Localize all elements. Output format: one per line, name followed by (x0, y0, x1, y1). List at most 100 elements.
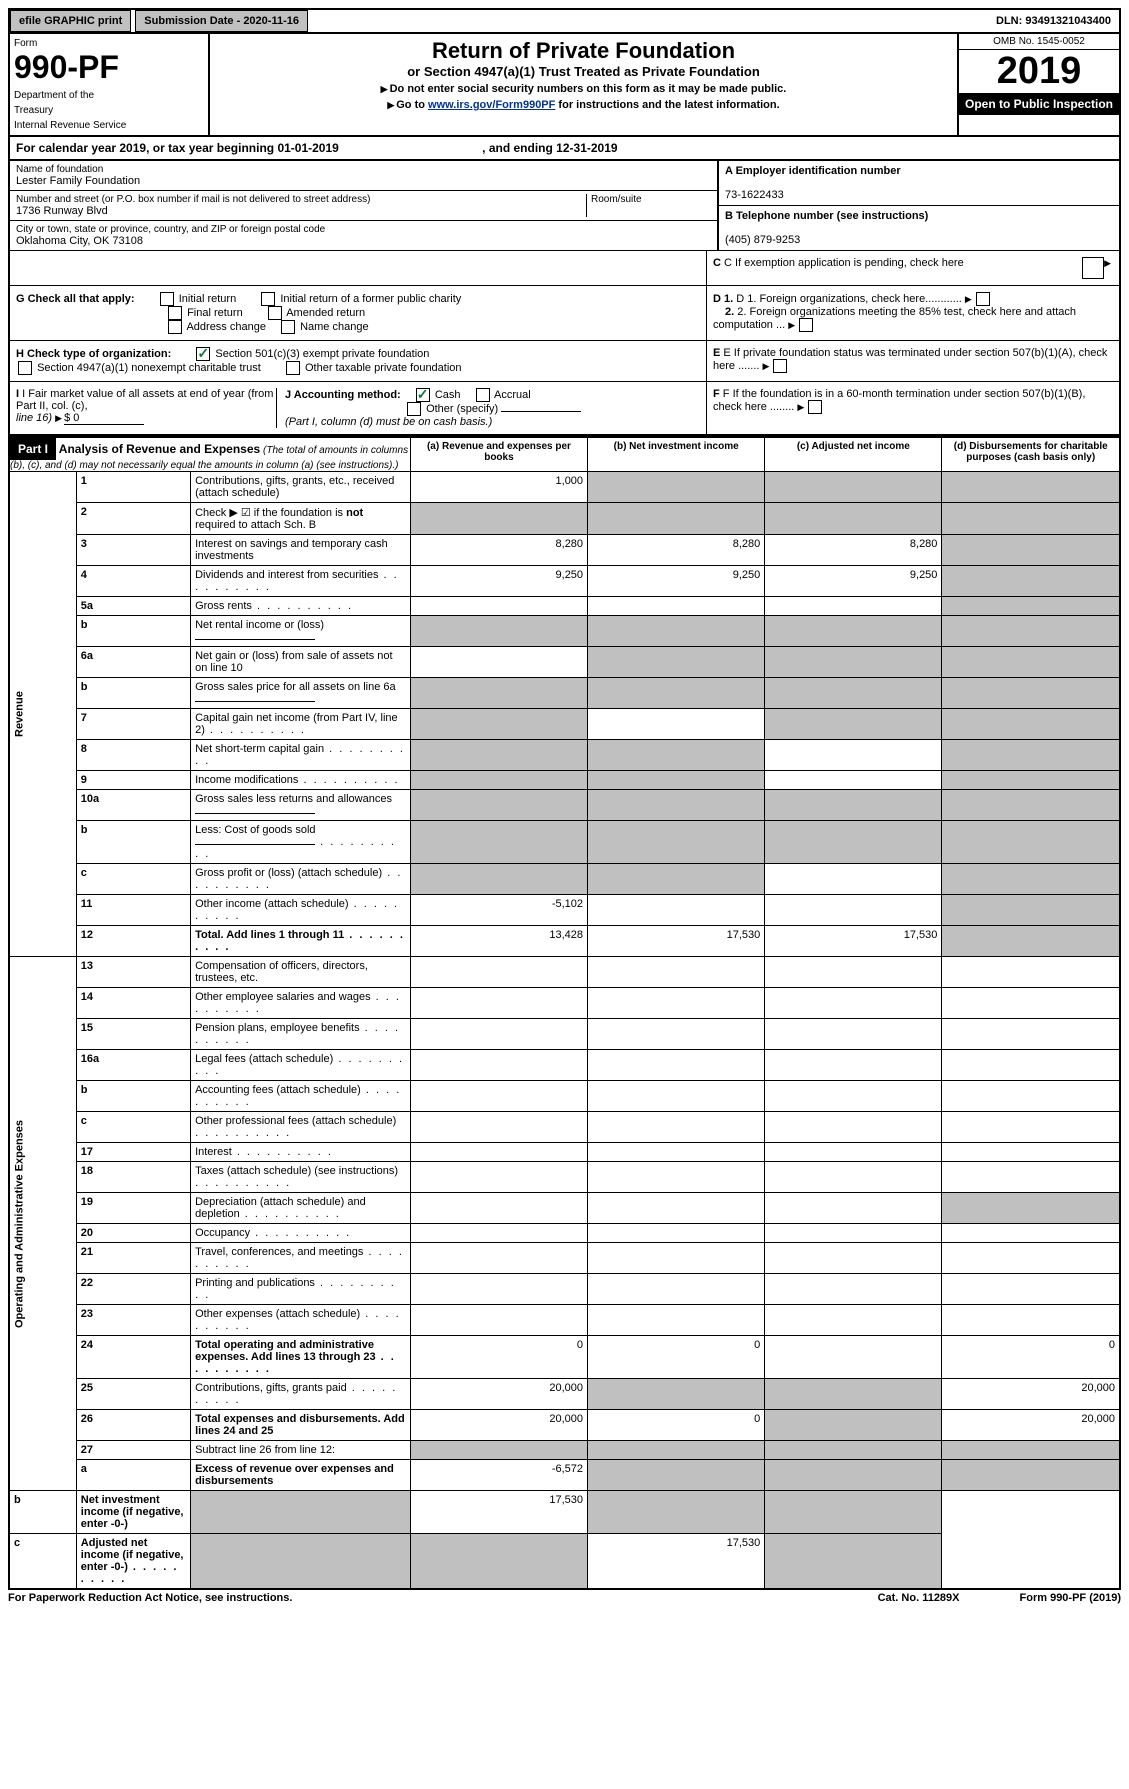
checkbox-cash[interactable] (416, 388, 430, 402)
efile-print-button[interactable]: efile GRAPHIC print (10, 10, 131, 32)
checkbox-addr-change[interactable] (168, 320, 182, 334)
foundation-city: Oklahoma City, OK 73108 (16, 235, 143, 247)
checkbox-name-change[interactable] (281, 320, 295, 334)
col-d-value: 20,000 (942, 1379, 1120, 1410)
col-c-value (765, 1193, 942, 1224)
table-row: 12 Total. Add lines 1 through 11 13,428 … (9, 926, 1120, 957)
row-desc: Adjusted net income (if negative, enter … (76, 1534, 190, 1590)
col-c-value (765, 678, 942, 709)
col-c-value: 17,530 (588, 1534, 765, 1590)
col-b-value (588, 771, 765, 790)
row-desc: Less: Cost of goods sold (191, 821, 411, 864)
irs-link[interactable]: www.irs.gov/Form990PF (428, 99, 555, 111)
table-row: 2 Check ▶ ☑ if the foundation is not req… (9, 503, 1120, 535)
col-b-value (588, 790, 765, 821)
row-desc: Net short-term capital gain (191, 740, 411, 771)
checkbox-initial[interactable] (160, 292, 174, 306)
col-c-value (765, 1112, 942, 1143)
table-row: Revenue 1 Contributions, gifts, grants, … (9, 472, 1120, 503)
row-number: c (76, 1112, 190, 1143)
col-b-value (588, 957, 765, 988)
analysis-table: Part I Analysis of Revenue and Expenses … (8, 436, 1121, 1590)
checkbox-d2[interactable] (799, 318, 813, 332)
row-number: b (76, 678, 190, 709)
col-c-value (765, 1162, 942, 1193)
table-row: 8 Net short-term capital gain (9, 740, 1120, 771)
col-b-value (588, 1050, 765, 1081)
col-b-value: 17,530 (588, 926, 765, 957)
row-desc: Check ▶ ☑ if the foundation is not requi… (191, 503, 411, 535)
checkbox-f[interactable] (808, 400, 822, 414)
table-row: 22 Printing and publications (9, 1274, 1120, 1305)
col-c-value (765, 1336, 942, 1379)
row-desc: Net rental income or (loss) (191, 616, 411, 647)
fmv-value: $ 0 (64, 412, 144, 425)
col-a-value (410, 864, 587, 895)
row-number: 22 (76, 1274, 190, 1305)
col-b-value (588, 1224, 765, 1243)
row-desc: Contributions, gifts, grants paid (191, 1379, 411, 1410)
col-b-value (588, 864, 765, 895)
col-b-value: 9,250 (588, 566, 765, 597)
room-suite: Room/suite (586, 194, 711, 217)
col-b-value (588, 895, 765, 926)
checkbox-other-taxable[interactable] (286, 361, 300, 375)
col-a-value (410, 1243, 587, 1274)
col-d-value (942, 895, 1120, 926)
col-c-value (765, 895, 942, 926)
col-c-value (765, 472, 942, 503)
col-c-value (765, 988, 942, 1019)
checkbox-initial-former[interactable] (261, 292, 275, 306)
col-a-value (410, 740, 587, 771)
table-row: 7 Capital gain net income (from Part IV,… (9, 709, 1120, 740)
form-ref: Form 990-PF (2019) (1020, 1592, 1121, 1604)
table-row: 21 Travel, conferences, and meetings (9, 1243, 1120, 1274)
checkbox-e[interactable] (773, 359, 787, 373)
table-row: b Net investment income (if negative, en… (9, 1491, 1120, 1534)
row-number: c (9, 1534, 76, 1590)
checkbox-4947[interactable] (18, 361, 32, 375)
col-a-value (410, 1305, 587, 1336)
revenue-label: Revenue (9, 472, 76, 957)
row-number: 15 (76, 1019, 190, 1050)
checkbox-amended[interactable] (268, 306, 282, 320)
col-c-value (765, 503, 942, 535)
checkbox-other-method[interactable] (407, 402, 421, 416)
col-b-value (588, 1143, 765, 1162)
row-desc: Occupancy (191, 1224, 411, 1243)
col-b-header: (b) Net investment income (588, 437, 765, 472)
col-d-value (942, 821, 1120, 864)
col-b-value (588, 709, 765, 740)
checkbox-501c3[interactable] (196, 347, 210, 361)
row-number: 27 (76, 1441, 190, 1460)
col-a-value: 1,000 (410, 472, 587, 503)
col-a-value (410, 1050, 587, 1081)
col-a-value (410, 1274, 587, 1305)
header-right: OMB No. 1545-0052 2019 Open to Public In… (957, 34, 1119, 135)
col-c-value: 8,280 (765, 535, 942, 566)
table-row: 4 Dividends and interest from securities… (9, 566, 1120, 597)
checkbox-final[interactable] (168, 306, 182, 320)
col-b-value: 8,280 (588, 535, 765, 566)
section-g-row: G Check all that apply: Initial return I… (8, 286, 1121, 341)
form-number: 990-PF (14, 49, 204, 86)
checkbox-c[interactable] (1082, 257, 1104, 279)
col-a-header: (a) Revenue and expenses per books (410, 437, 587, 472)
row-number: 21 (76, 1243, 190, 1274)
table-row: 11 Other income (attach schedule) -5,102 (9, 895, 1120, 926)
checkbox-d1[interactable] (976, 292, 990, 306)
col-c-value (765, 1243, 942, 1274)
row-number: 24 (76, 1336, 190, 1379)
col-d-value (942, 1193, 1120, 1224)
table-row: 15 Pension plans, employee benefits (9, 1019, 1120, 1050)
checkbox-accrual[interactable] (476, 388, 490, 402)
dln-label: DLN: 93491321043400 (988, 11, 1119, 31)
col-c-value (765, 1050, 942, 1081)
table-row: 6a Net gain or (loss) from sale of asset… (9, 647, 1120, 678)
col-a-value: 9,250 (410, 566, 587, 597)
col-a-value (191, 1491, 411, 1534)
col-b-value (588, 597, 765, 616)
table-row: 26 Total expenses and disbursements. Add… (9, 1410, 1120, 1441)
phone-cell: B Telephone number (see instructions) (4… (719, 206, 1119, 250)
row-desc: Legal fees (attach schedule) (191, 1050, 411, 1081)
